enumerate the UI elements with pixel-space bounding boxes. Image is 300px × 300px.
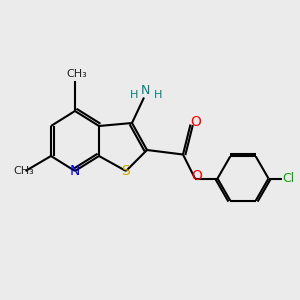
Text: O: O bbox=[190, 115, 201, 128]
Text: CH₃: CH₃ bbox=[14, 166, 34, 176]
Text: N: N bbox=[141, 84, 150, 98]
Text: N: N bbox=[70, 164, 80, 178]
Text: O: O bbox=[191, 169, 202, 183]
Text: S: S bbox=[122, 164, 130, 178]
Text: H: H bbox=[154, 89, 163, 100]
Text: Cl: Cl bbox=[283, 172, 295, 185]
Text: H: H bbox=[130, 89, 139, 100]
Text: CH₃: CH₃ bbox=[66, 69, 87, 80]
